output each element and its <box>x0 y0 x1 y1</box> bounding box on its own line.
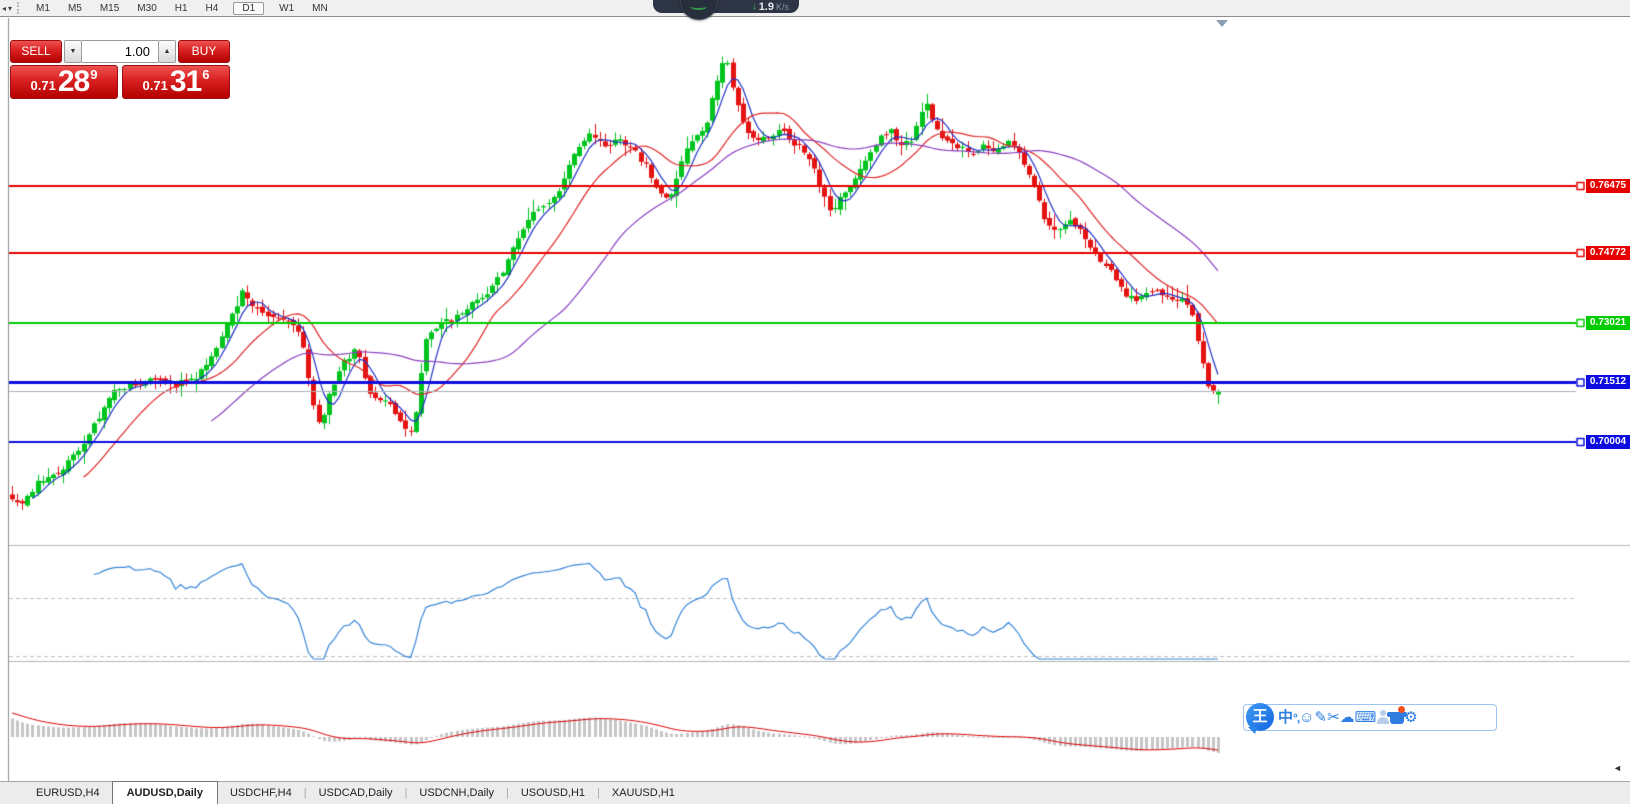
back-arrow-icon[interactable]: ◂ <box>2 3 7 13</box>
timeframe-button-M30[interactable]: M30 <box>137 2 157 14</box>
timeframe-button-H4[interactable]: H4 <box>205 2 219 14</box>
toolbar-grip-handle[interactable] <box>17 2 21 14</box>
download-speed-value: 1.9 <box>758 0 774 13</box>
account-icon[interactable] <box>1376 709 1390 726</box>
cloud-icon[interactable]: ☁ <box>1339 708 1355 726</box>
volume-input[interactable] <box>82 40 158 63</box>
price-line-label[interactable]: 0.70004 <box>1586 435 1630 449</box>
buy-price-big-digits: 31 <box>169 65 202 98</box>
tab-scroll-left-icon[interactable]: ◄ <box>1613 763 1622 773</box>
timeframe-button-H1[interactable]: H1 <box>174 2 188 14</box>
emoji-icon[interactable]: ☺ <box>1299 708 1315 726</box>
chart-tab-USDCAD-Daily[interactable]: USDCAD,Daily <box>318 787 393 799</box>
sell-price-display[interactable]: 0.71 28 9 <box>10 65 118 99</box>
skin-icon[interactable] <box>1387 705 1408 726</box>
volume-increase-button[interactable]: ▲ <box>158 40 176 63</box>
buy-price-display[interactable]: 0.71 31 6 <box>122 65 230 99</box>
sell-price-prefix: 0.71 <box>30 78 56 93</box>
dropdown-icon[interactable]: ▾ <box>8 3 13 13</box>
ime-icon-list: 中°,☺✎✂☁⌨ ⚙ <box>1278 705 1418 731</box>
price-line-label[interactable]: 0.76475 <box>1586 179 1630 193</box>
download-speed-unit: K/s <box>775 1 789 12</box>
tab-divider: | <box>597 787 600 799</box>
price-line-label[interactable]: 0.74772 <box>1586 246 1630 260</box>
timeframe-button-M1[interactable]: M1 <box>36 2 50 14</box>
tab-divider: | <box>505 787 509 799</box>
timeframe-button-M15[interactable]: M15 <box>99 2 120 14</box>
punctuation-icon[interactable]: °, <box>1293 710 1300 725</box>
chart-tab-bar: EURUSD,H4 AUDUSD,Daily USDCHF,H4 | USDCAD,Da… <box>0 781 1630 804</box>
tab-divider: | <box>303 787 307 799</box>
ime-toolbar: 王 中°,☺✎✂☁⌨ ⚙ <box>1243 703 1497 734</box>
chart-tab-XAUUSD-H1[interactable]: XAUUSD,H1 <box>611 787 675 799</box>
chart-tab-USOUSD-H1[interactable]: USOUSD,H1 <box>520 787 586 799</box>
buy-price-pip-digit: 6 <box>202 67 210 82</box>
settings-gear-icon[interactable]: ⚙ <box>1404 708 1418 726</box>
timeframe-toolbar: ◂ ▾ M1 M5 M15 M30 H1 H4 D1 W1 MN <box>0 0 1630 17</box>
cpu-gauge-icon[interactable] <box>680 0 718 20</box>
tab-divider: | <box>404 787 408 799</box>
download-arrow-icon: ↓ <box>751 0 757 12</box>
one-click-trading-panel: SELL ▼ ▲ BUY 0.71 28 9 0.71 31 6 <box>10 40 230 99</box>
chart-tab-AUDUSD-Daily[interactable]: AUDUSD,Daily <box>111 781 218 804</box>
buy-price-prefix: 0.71 <box>142 78 168 93</box>
volume-decrease-button[interactable]: ▼ <box>64 40 82 63</box>
buy-button[interactable]: BUY <box>178 40 230 63</box>
virtual-keyboard-icon[interactable]: ⌨ <box>1354 708 1377 726</box>
price-chart-canvas[interactable] <box>0 18 1630 781</box>
timeframe-button-M5[interactable]: M5 <box>67 2 82 14</box>
handwriting-icon[interactable]: ✎ <box>1314 708 1328 726</box>
chart-tab-USDCHF-H4[interactable]: USDCHF,H4 <box>229 787 292 799</box>
sell-button[interactable]: SELL <box>10 40 62 63</box>
net-speed-overlay[interactable]: ↓ 1.9 K/s <box>653 0 799 20</box>
timeframe-button-MN[interactable]: MN <box>312 2 328 14</box>
timeframe-button-W1[interactable]: W1 <box>279 2 295 14</box>
notification-dot <box>1398 705 1406 713</box>
timeframe-button-D1[interactable]: D1 <box>233 1 265 15</box>
chart-tab-EURUSD-H4[interactable]: EURUSD,H4 <box>36 787 100 799</box>
sell-price-big-digits: 28 <box>57 65 90 98</box>
timeframe-button-list: M1 M5 M15 M30 H1 H4 D1 W1 MN <box>27 1 337 16</box>
sell-price-pip-digit: 9 <box>90 67 98 82</box>
price-line-label[interactable]: 0.73021 <box>1586 316 1630 330</box>
chinese-mode-icon[interactable]: 中 <box>1278 708 1294 726</box>
chart-shift-triangle-icon[interactable] <box>1216 20 1228 27</box>
chart-tab-USDCNH-Daily[interactable]: USDCNH,Daily <box>419 787 494 799</box>
ime-logo-icon[interactable]: 王 <box>1246 703 1274 734</box>
price-line-label[interactable]: 0.71512 <box>1586 375 1630 389</box>
screenshot-icon[interactable]: ✂ <box>1327 708 1340 726</box>
